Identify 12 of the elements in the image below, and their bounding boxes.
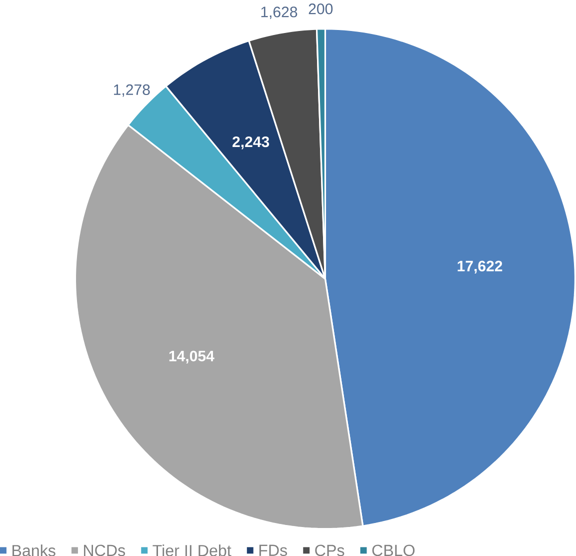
data-label: 200 [308,3,333,14]
legend-label: Banks [12,544,56,556]
legend-label: Tier II Debt [152,544,232,556]
data-label: 17,622 [458,260,502,274]
data-label: 1,278 [114,84,150,97]
legend-label: NCDs [84,544,126,556]
data-label: 14,054 [169,350,214,364]
legend-label: FDs [259,544,288,556]
legend-label: CBLO [372,544,415,556]
legend-label: CPs [315,544,344,556]
data-label: 1,628 [261,6,298,19]
data-label: 2,243 [232,136,270,150]
